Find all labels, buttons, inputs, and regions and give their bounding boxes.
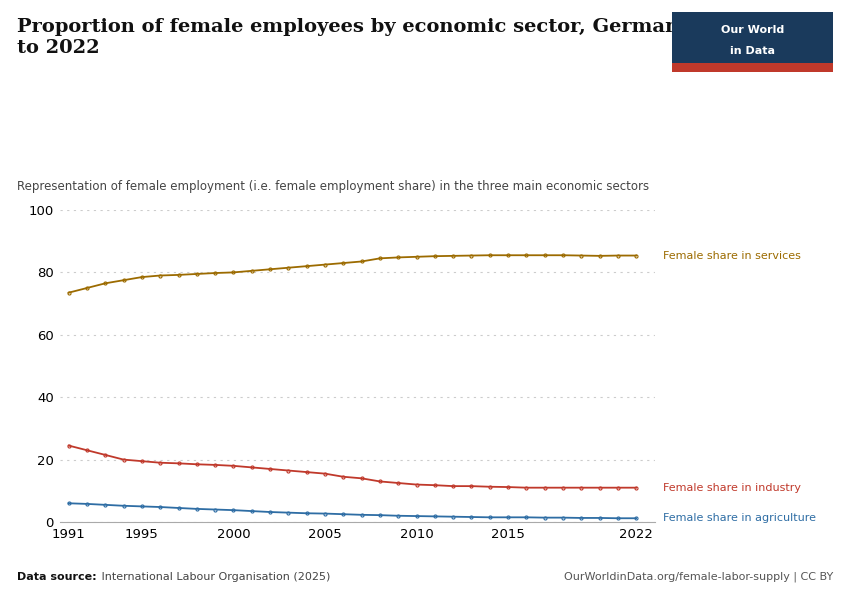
Text: in Data: in Data xyxy=(730,46,774,56)
Text: Representation of female employment (i.e. female employment share) in the three : Representation of female employment (i.e… xyxy=(17,180,649,193)
Text: International Labour Organisation (2025): International Labour Organisation (2025) xyxy=(98,572,330,582)
Text: Female share in industry: Female share in industry xyxy=(663,482,801,493)
Text: Data source:: Data source: xyxy=(17,572,97,582)
Text: Proportion of female employees by economic sector, Germany, 1991
to 2022: Proportion of female employees by econom… xyxy=(17,18,756,57)
Text: Female share in agriculture: Female share in agriculture xyxy=(663,513,816,523)
Text: OurWorldinData.org/female-labor-supply | CC BY: OurWorldinData.org/female-labor-supply |… xyxy=(564,571,833,582)
Text: Female share in services: Female share in services xyxy=(663,251,801,260)
Text: Our World: Our World xyxy=(721,25,784,35)
